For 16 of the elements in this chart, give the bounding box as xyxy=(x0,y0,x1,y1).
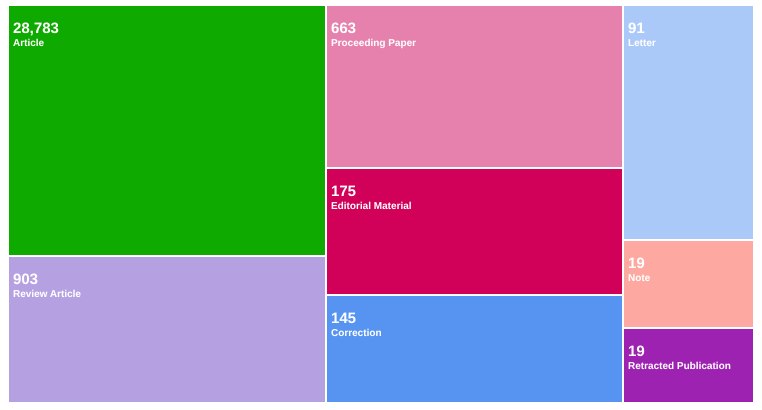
data-label: 663 xyxy=(331,20,356,37)
data-label: 903 xyxy=(13,271,38,288)
data-label: 19 xyxy=(628,343,645,360)
category-label: Correction xyxy=(331,328,382,339)
category-label: Editorial Material xyxy=(331,201,412,212)
category-label: Article xyxy=(13,38,45,49)
category-label: Retracted Publication xyxy=(628,361,731,372)
category-label: Note xyxy=(628,273,651,284)
data-label: 28,783 xyxy=(13,20,59,37)
data-label: 19 xyxy=(628,255,645,272)
category-label: Letter xyxy=(628,38,656,49)
category-label: Proceeding Paper xyxy=(331,38,416,49)
data-label: 145 xyxy=(331,310,356,327)
data-label: 175 xyxy=(331,183,356,200)
data-label: 91 xyxy=(628,20,645,37)
category-label: Review Article xyxy=(13,289,82,300)
